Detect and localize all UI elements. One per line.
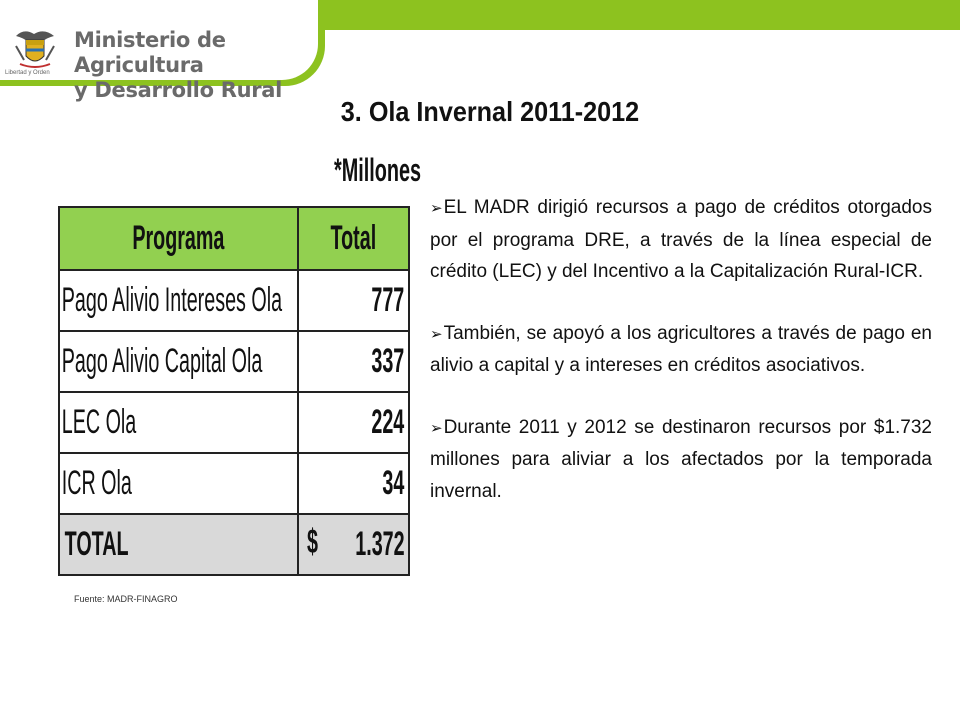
total-currency: $ [307,523,319,561]
bullet-item: ➢También, se apoyó a los agricultores a … [430,322,932,377]
row-programa: Pago Alivio Capital Ola [57,330,300,393]
table-row: Pago Alivio Intereses Ola 777 [57,269,410,332]
program-table: Programa Total Pago Alivio Intereses Ola… [57,206,410,576]
total-value: 1.372 [355,525,405,563]
bullet-list: ➢EL MADR dirigió recursos a pago de créd… [430,192,932,537]
logo-tab: Libertad y Orden Ministerio de Agricultu… [0,0,325,102]
table-row: Pago Alivio Capital Ola 337 [57,330,410,393]
coat-of-arms-icon [15,31,55,68]
row-total: 34 [297,452,410,515]
header-programa: Programa [57,206,300,271]
table-row: ICR Ola 34 [57,452,410,515]
ministry-name-line2: y Desarrollo Rural [74,78,283,102]
crest-motto: Libertad y Orden [5,70,50,76]
table-total-row: TOTAL $ 1.372 [57,513,410,576]
row-programa: Pago Alivio Intereses Ola [57,269,300,332]
row-total: 224 [297,391,410,454]
row-programa: ICR Ola [57,452,300,515]
ministry-name: Ministerio de Agricultura y Desarrollo R… [74,28,318,103]
arrow-bullet-icon: ➢ [430,200,443,217]
row-programa: LEC Ola [57,391,300,454]
arrow-bullet-icon: ➢ [430,419,443,437]
arrow-bullet-icon: ➢ [430,325,443,343]
units-note: *Millones [334,152,422,188]
header-total: Total [297,206,410,271]
row-total: 337 [297,330,410,393]
table-header-row: Programa Total [57,206,410,271]
source-note: Fuente: MADR-FINAGRO [74,594,178,604]
bullet-item: ➢Durante 2011 y 2012 se destinaron recur… [430,416,932,502]
table-row: LEC Ola 224 [57,391,410,454]
total-value-cell: $ 1.372 [297,513,410,576]
bullet-item: ➢EL MADR dirigió recursos a pago de créd… [430,197,932,282]
ministry-name-line1: Ministerio de Agricultura [74,28,226,77]
total-label: TOTAL [57,513,300,576]
logo-panel: Libertad y Orden Ministerio de Agricultu… [0,0,318,102]
slide-title: 3. Ola Invernal 2011-2012 [340,96,640,127]
row-total: 777 [297,269,410,332]
